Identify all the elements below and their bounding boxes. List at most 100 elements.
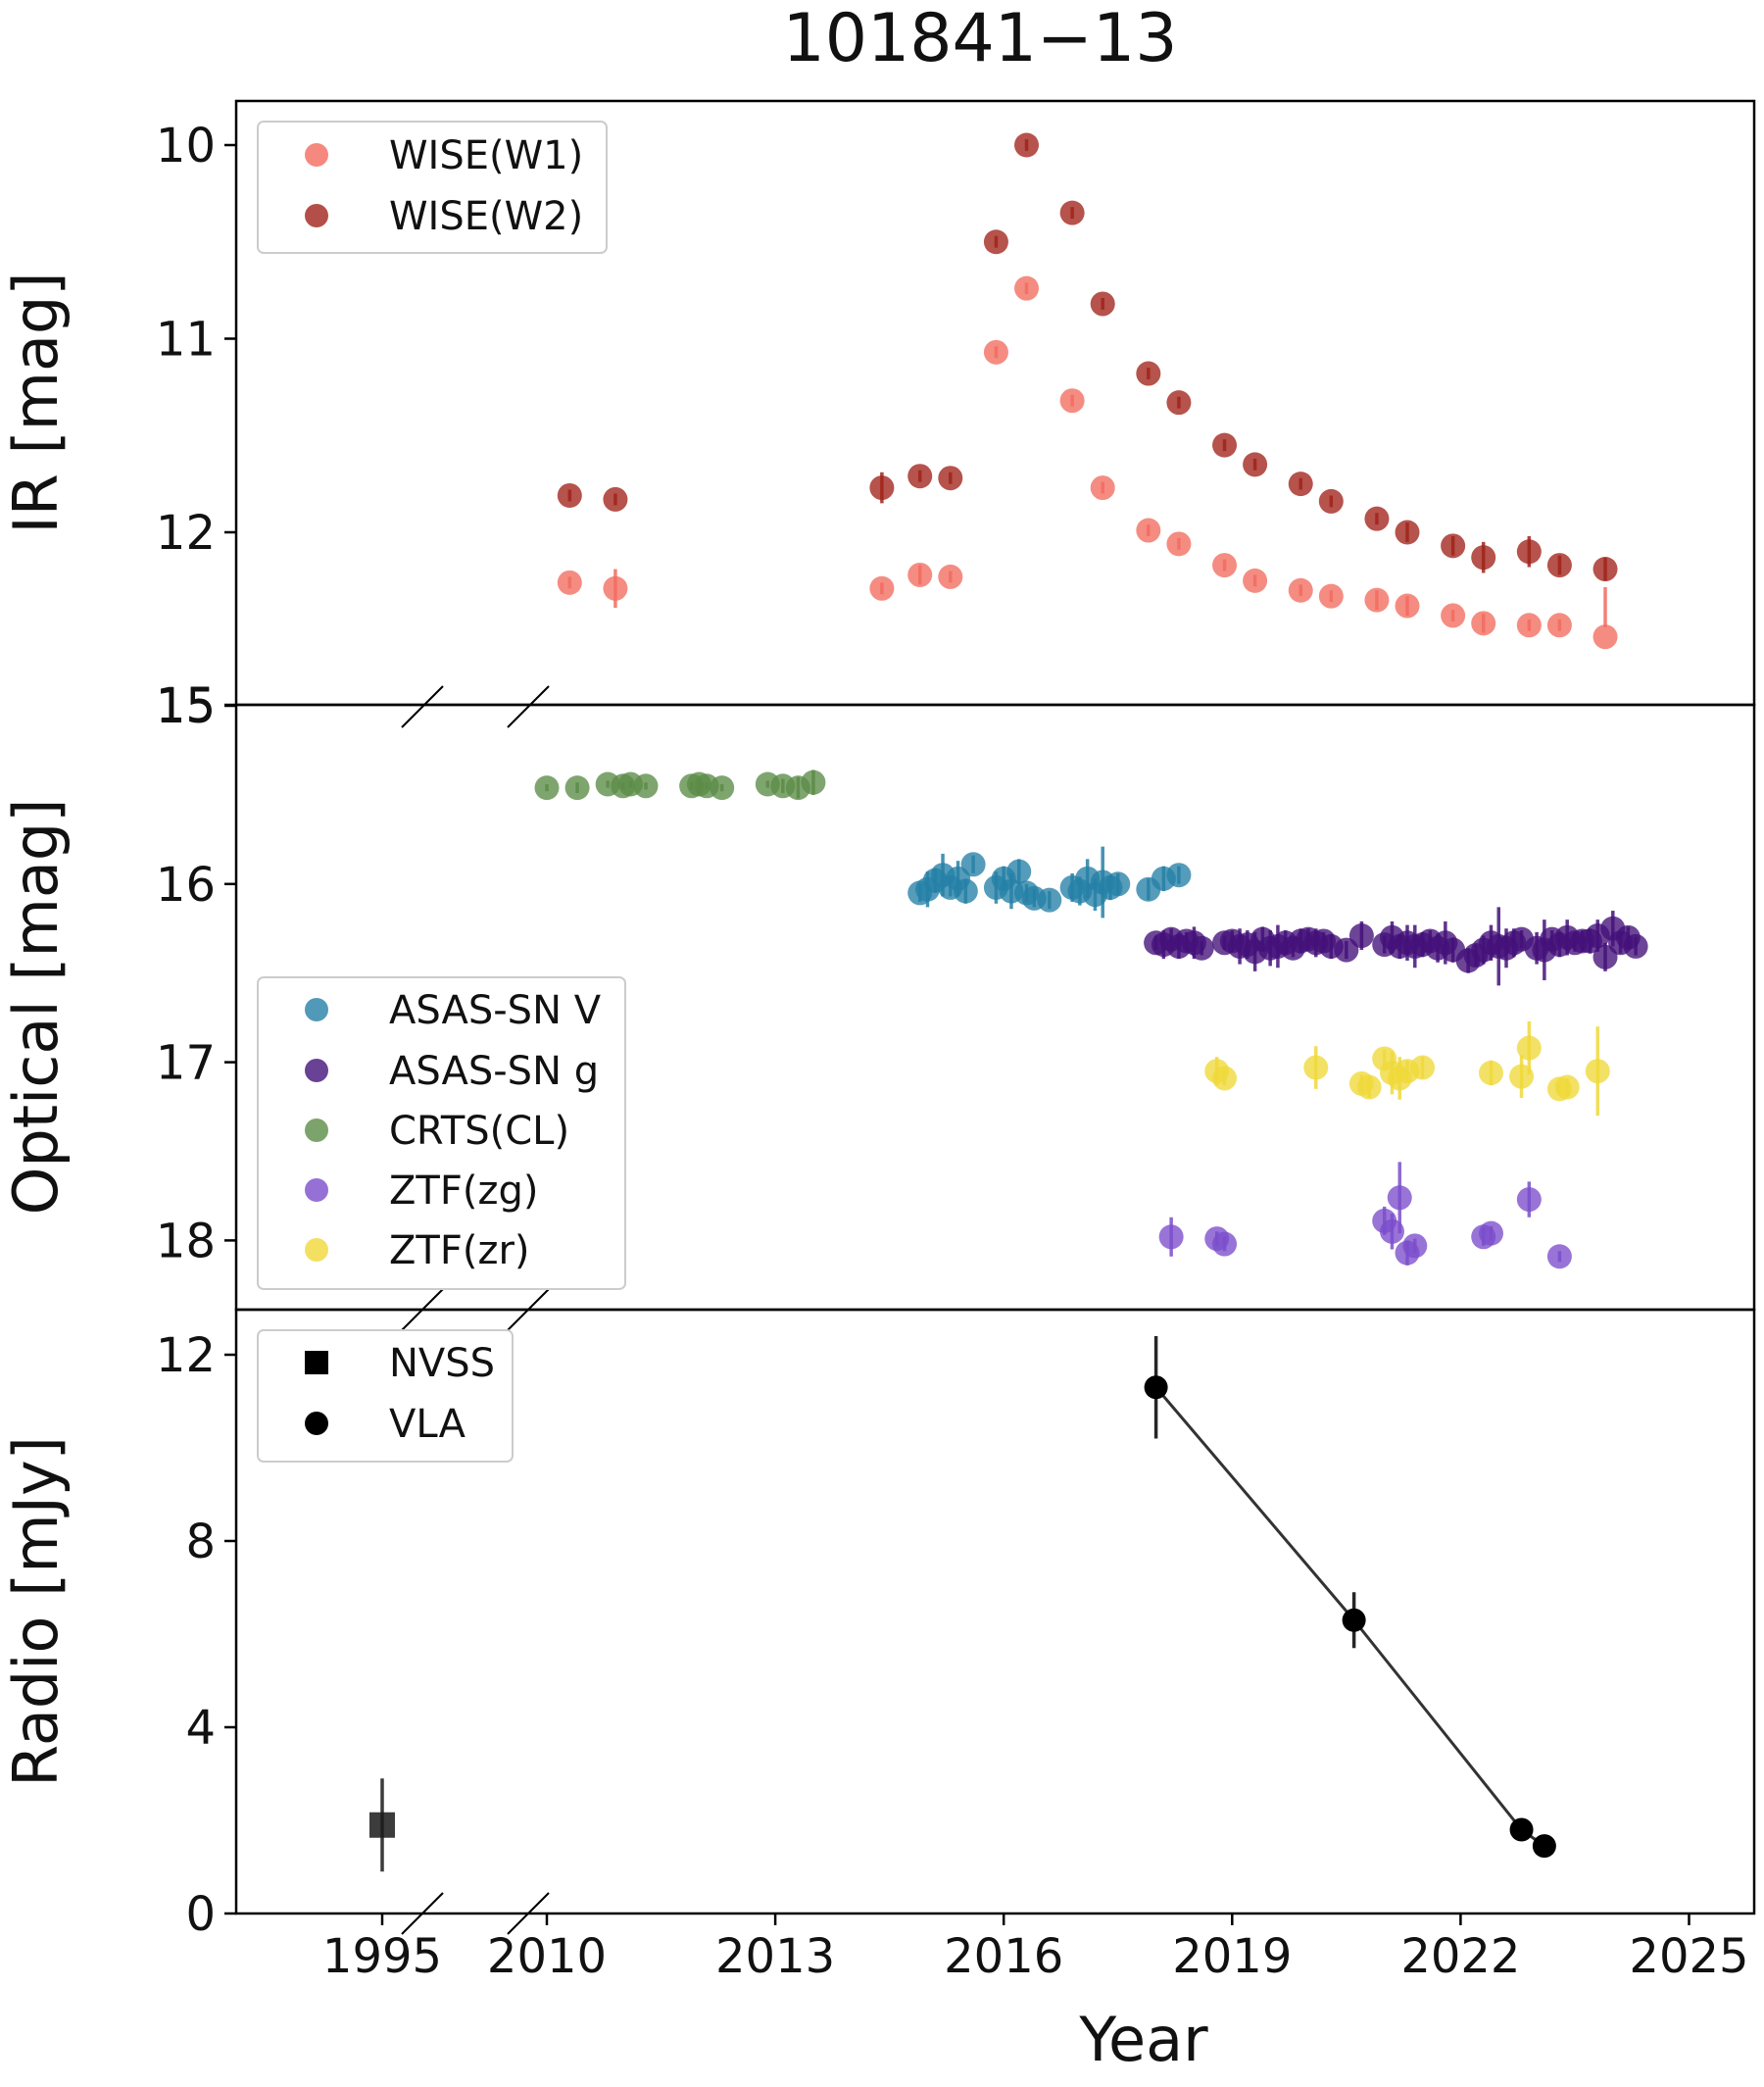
y-tick-label: 12 bbox=[156, 1328, 216, 1383]
data-point-crts-cl bbox=[633, 773, 659, 799]
data-point-ztf-zr bbox=[1303, 1055, 1329, 1080]
y-tick-label: 16 bbox=[156, 858, 216, 913]
x-tick-label: 2025 bbox=[1629, 1929, 1748, 1984]
series-wise-w1 bbox=[557, 275, 1618, 650]
data-point-ztf-zr bbox=[1212, 1066, 1238, 1091]
data-point-wise-w2 bbox=[1395, 520, 1420, 545]
optical-y-ticks: 15 16 17 18 bbox=[156, 679, 236, 1268]
ir-data-layer bbox=[557, 132, 1618, 650]
data-point-wise-w1 bbox=[1395, 593, 1420, 619]
legend-label-crts: CRTS(CL) bbox=[389, 1109, 569, 1154]
ir-legend: WISE(W1) WISE(W2) bbox=[257, 121, 608, 254]
chart-title: 101841−13 bbox=[782, 0, 1177, 77]
y-tick-label: 8 bbox=[185, 1515, 216, 1569]
legend-marker-vla bbox=[305, 1412, 328, 1435]
axis-break-marks bbox=[401, 685, 550, 1935]
legend-marker-crts bbox=[305, 1118, 328, 1142]
data-point-wise-w1 bbox=[1516, 613, 1542, 638]
data-point-ztf-zr bbox=[1585, 1059, 1610, 1084]
x-axis-label: Year bbox=[1078, 2004, 1208, 2075]
data-point-wise-w2 bbox=[1441, 533, 1466, 559]
legend-marker-wise-w2 bbox=[305, 204, 328, 227]
data-point-wise-w1 bbox=[1014, 275, 1040, 301]
data-point-wise-w1 bbox=[1166, 531, 1192, 557]
data-point-wise-w1 bbox=[1212, 553, 1238, 578]
radio-y-axis-label: Radio [mJy] bbox=[0, 1436, 72, 1787]
x-tick-label: 2019 bbox=[1172, 1929, 1292, 1984]
series-ztf-zg bbox=[1158, 1162, 1572, 1269]
y-tick-label: 18 bbox=[156, 1214, 216, 1268]
data-point-wise-w1 bbox=[907, 562, 933, 587]
data-point-wise-w2 bbox=[1516, 539, 1542, 565]
data-point-wise-w1 bbox=[1090, 475, 1115, 501]
legend-label-ztf-zr: ZTF(zr) bbox=[389, 1228, 530, 1273]
data-point-wise-w2 bbox=[603, 486, 628, 512]
legend-label-wise-w2: WISE(W2) bbox=[389, 194, 583, 239]
data-point-wise-w1 bbox=[983, 339, 1008, 365]
x-tick-label: 2013 bbox=[715, 1929, 835, 1984]
data-point-vla bbox=[1532, 1834, 1556, 1859]
data-point-wise-w2 bbox=[1546, 553, 1572, 578]
x-tick-label: 2022 bbox=[1400, 1929, 1520, 1984]
data-point-wise-w2 bbox=[1592, 557, 1618, 582]
data-point-crts-cl bbox=[710, 775, 735, 801]
data-point-wise-w2 bbox=[1243, 452, 1268, 477]
data-point-vla bbox=[1144, 1375, 1168, 1400]
data-point-wise-w2 bbox=[907, 464, 933, 489]
optical-data-layer bbox=[534, 770, 1648, 1269]
data-point-nvss bbox=[369, 1812, 395, 1838]
data-point-wise-w2 bbox=[1212, 432, 1238, 458]
radio-y-ticks: 0 4 8 12 bbox=[156, 1328, 236, 1942]
data-point-asas-sn-g bbox=[1623, 933, 1648, 959]
y-tick-label: 15 bbox=[156, 679, 216, 734]
optical-y-axis-label: Optical [mag] bbox=[0, 799, 72, 1216]
data-point-wise-w2 bbox=[1166, 390, 1192, 416]
legend-label-asassn-v: ASAS-SN V bbox=[389, 988, 602, 1033]
data-point-wise-w2 bbox=[983, 229, 1008, 255]
data-point-ztf-zg bbox=[1546, 1244, 1572, 1269]
data-point-ztf-zg bbox=[1516, 1187, 1542, 1213]
legend-label-vla: VLA bbox=[389, 1402, 466, 1447]
legend-marker-asassn-v bbox=[305, 998, 328, 1021]
data-point-asas-sn-g bbox=[1189, 935, 1214, 961]
data-point-crts-cl bbox=[564, 775, 590, 801]
data-point-ztf-zg bbox=[1158, 1224, 1184, 1250]
series-asas-sn-v bbox=[907, 846, 1192, 919]
data-point-ztf-zr bbox=[1410, 1055, 1436, 1080]
data-point-wise-w2 bbox=[1090, 291, 1115, 317]
data-point-wise-w2 bbox=[1318, 488, 1344, 514]
data-point-wise-w1 bbox=[869, 575, 895, 601]
series-nvss bbox=[369, 1778, 395, 1872]
data-point-wise-w1 bbox=[1471, 611, 1496, 636]
ir-y-ticks: 10 11 12 15 bbox=[156, 119, 236, 733]
series-asas-sn-g bbox=[1144, 907, 1648, 986]
data-point-wise-w1 bbox=[938, 564, 963, 589]
data-point-wise-w1 bbox=[557, 570, 582, 595]
legend-marker-wise-w1 bbox=[305, 143, 328, 167]
data-point-wise-w1 bbox=[1592, 624, 1618, 650]
legend-marker-asassn-g bbox=[305, 1059, 328, 1082]
legend-marker-nvss bbox=[305, 1351, 328, 1374]
data-point-ztf-zr bbox=[1356, 1074, 1382, 1100]
data-point-wise-w2 bbox=[938, 466, 963, 491]
data-point-wise-w1 bbox=[603, 575, 628, 601]
data-point-ztf-zg bbox=[1387, 1185, 1412, 1211]
data-point-wise-w2 bbox=[1136, 361, 1161, 386]
data-point-ztf-zr bbox=[1478, 1061, 1503, 1086]
radio-legend: NVSS VLA bbox=[257, 1329, 514, 1463]
data-point-wise-w1 bbox=[1059, 388, 1085, 414]
data-point-crts-cl bbox=[534, 775, 560, 801]
data-point-wise-w1 bbox=[1136, 518, 1161, 543]
data-point-wise-w1 bbox=[1288, 577, 1313, 603]
y-tick-label: 15 bbox=[156, 678, 216, 733]
y-tick-label: 12 bbox=[156, 506, 216, 561]
ir-y-axis-label: IR [mag] bbox=[0, 272, 72, 533]
data-point-crts-cl bbox=[801, 770, 826, 795]
data-point-wise-w1 bbox=[1364, 587, 1390, 613]
legend-label-asassn-g: ASAS-SN g bbox=[389, 1049, 599, 1094]
data-point-wise-w1 bbox=[1318, 583, 1344, 609]
data-point-vla bbox=[1342, 1608, 1366, 1632]
data-point-asas-sn-v bbox=[1037, 887, 1062, 913]
radio-data-layer bbox=[369, 1336, 1556, 1872]
